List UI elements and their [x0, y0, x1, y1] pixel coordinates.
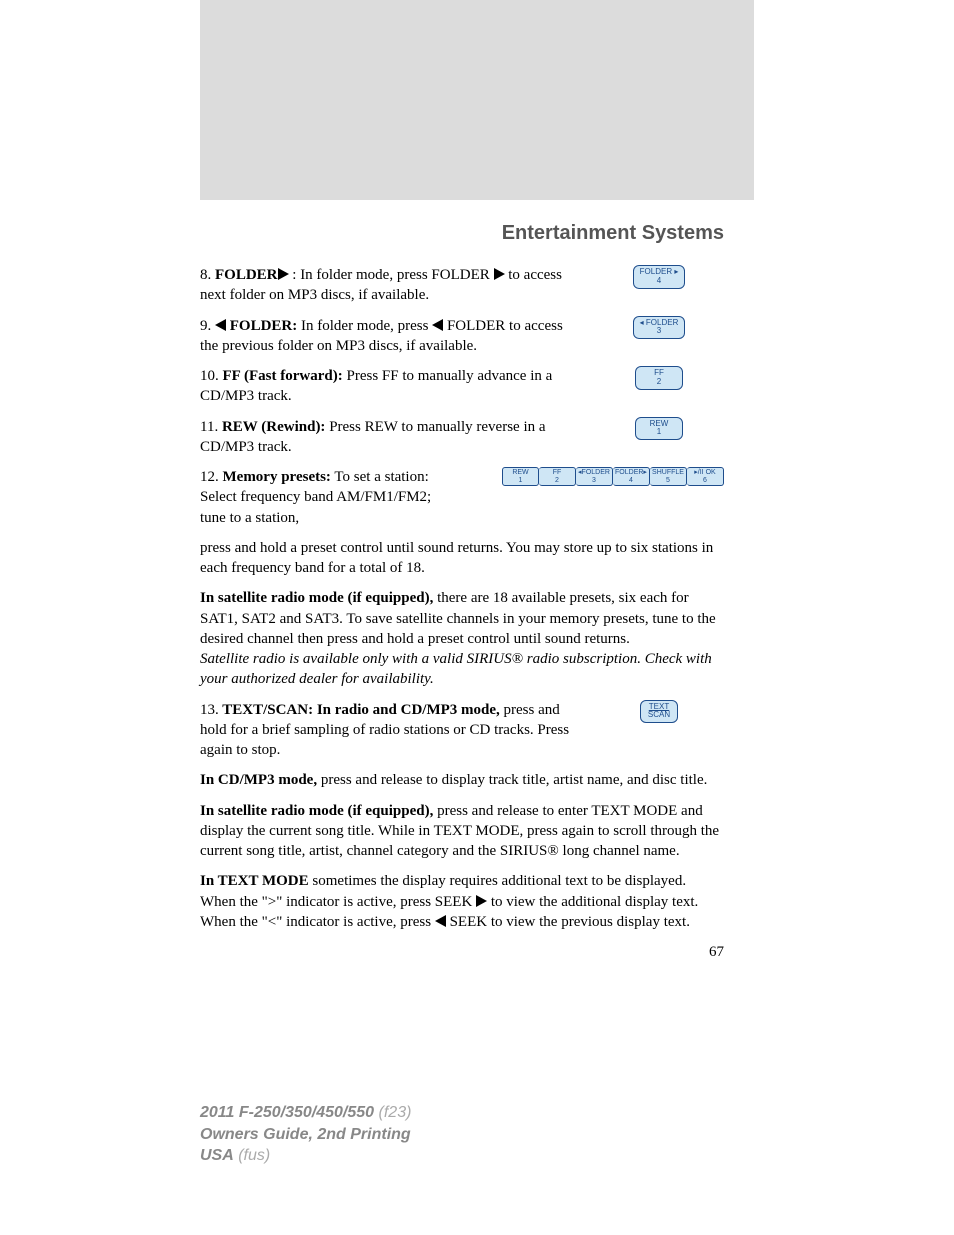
text-scan-button: TEXTSCAN — [640, 700, 678, 724]
text-mode: In TEXT MODE sometimes the display requi… — [200, 871, 724, 932]
preset-2: FF2 — [539, 467, 576, 486]
item-11: 11. REW (Rewind): Press REW to manually … — [200, 417, 724, 458]
preset-strip: REW1 FF2 ◂FOLDER3 FOLDER▸4 SHUFFLE5 ▸/II… — [502, 467, 724, 486]
footer: 2011 F-250/350/450/550 (f23) Owners Guid… — [0, 982, 954, 1207]
cd-mode: In CD/MP3 mode, press and release to dis… — [200, 770, 724, 790]
lead: In CD/MP3 mode, — [200, 772, 317, 788]
preset-3: ◂FOLDER3 — [576, 467, 613, 486]
sat-text: In satellite radio mode (if equipped), p… — [200, 801, 724, 862]
num: 11. — [200, 419, 218, 435]
preset-6: ▸/II OK6 — [687, 467, 724, 486]
label: FF (Fast forward): — [219, 368, 343, 384]
forward-icon — [278, 268, 289, 280]
back-icon — [215, 319, 226, 331]
body-a: In folder mode, press FOLDER — [296, 267, 493, 283]
preset-1: REW1 — [502, 467, 539, 486]
body: press and release to display track title… — [317, 772, 707, 788]
num: 13. — [200, 702, 219, 718]
model: 2011 F-250/350/450/550 — [200, 1104, 374, 1121]
folder-prev-button: ◂ FOLDER3 — [633, 316, 686, 340]
num: 10. — [200, 368, 219, 384]
model-code: (f23) — [374, 1104, 411, 1121]
item-12-cont: press and hold a preset control until so… — [200, 538, 724, 579]
preset-4: FOLDER▸4 — [613, 467, 650, 486]
forward-icon — [476, 895, 487, 907]
item-12: 12. Memory presets: To set a station: Se… — [200, 467, 724, 528]
label: Memory presets: — [219, 469, 331, 485]
back-icon — [435, 915, 446, 927]
note: Satellite radio is available only with a… — [200, 651, 712, 687]
back-icon — [432, 319, 443, 331]
guide: Owners Guide, 2nd Printing — [200, 1124, 954, 1146]
lead: In satellite radio mode (if equipped), — [200, 590, 433, 606]
label: TEXT/SCAN: In radio and CD/MP3 mode, — [219, 702, 500, 718]
item-8: 8. FOLDER : In folder mode, press FOLDER… — [200, 265, 724, 306]
item-13: 13. TEXT/SCAN: In radio and CD/MP3 mode,… — [200, 700, 724, 761]
item-10: 10. FF (Fast forward): Press FF to manua… — [200, 366, 724, 407]
p3: SEEK to view the previous display text. — [446, 914, 690, 930]
forward-icon — [494, 268, 505, 280]
folder-next-button: FOLDER ▸4 — [633, 265, 686, 289]
label: FOLDER — [215, 267, 278, 283]
body-a: In folder mode, press — [297, 318, 432, 334]
content: Entertainment Systems 8. FOLDER : In fol… — [0, 200, 954, 982]
gray-top-band — [200, 0, 754, 200]
region: USA — [200, 1147, 234, 1164]
num: 8. — [200, 267, 211, 283]
preset-5: SHUFFLE5 — [650, 467, 687, 486]
page-title: Entertainment Systems — [200, 220, 724, 247]
lead: In TEXT MODE — [200, 873, 309, 889]
item-9: 9. FOLDER: In folder mode, press FOLDER … — [200, 316, 724, 357]
page-number: 67 — [200, 942, 724, 962]
lead: In satellite radio mode (if equipped), — [200, 803, 433, 819]
rew-button: REW1 — [635, 417, 683, 441]
num: 12. — [200, 469, 219, 485]
ff-button: FF2 — [635, 366, 683, 390]
sat-presets: In satellite radio mode (if equipped), t… — [200, 588, 724, 689]
region-code: (fus) — [234, 1147, 270, 1164]
label: FOLDER: — [226, 318, 297, 334]
label: REW (Rewind): — [218, 419, 325, 435]
num: 9. — [200, 318, 211, 334]
